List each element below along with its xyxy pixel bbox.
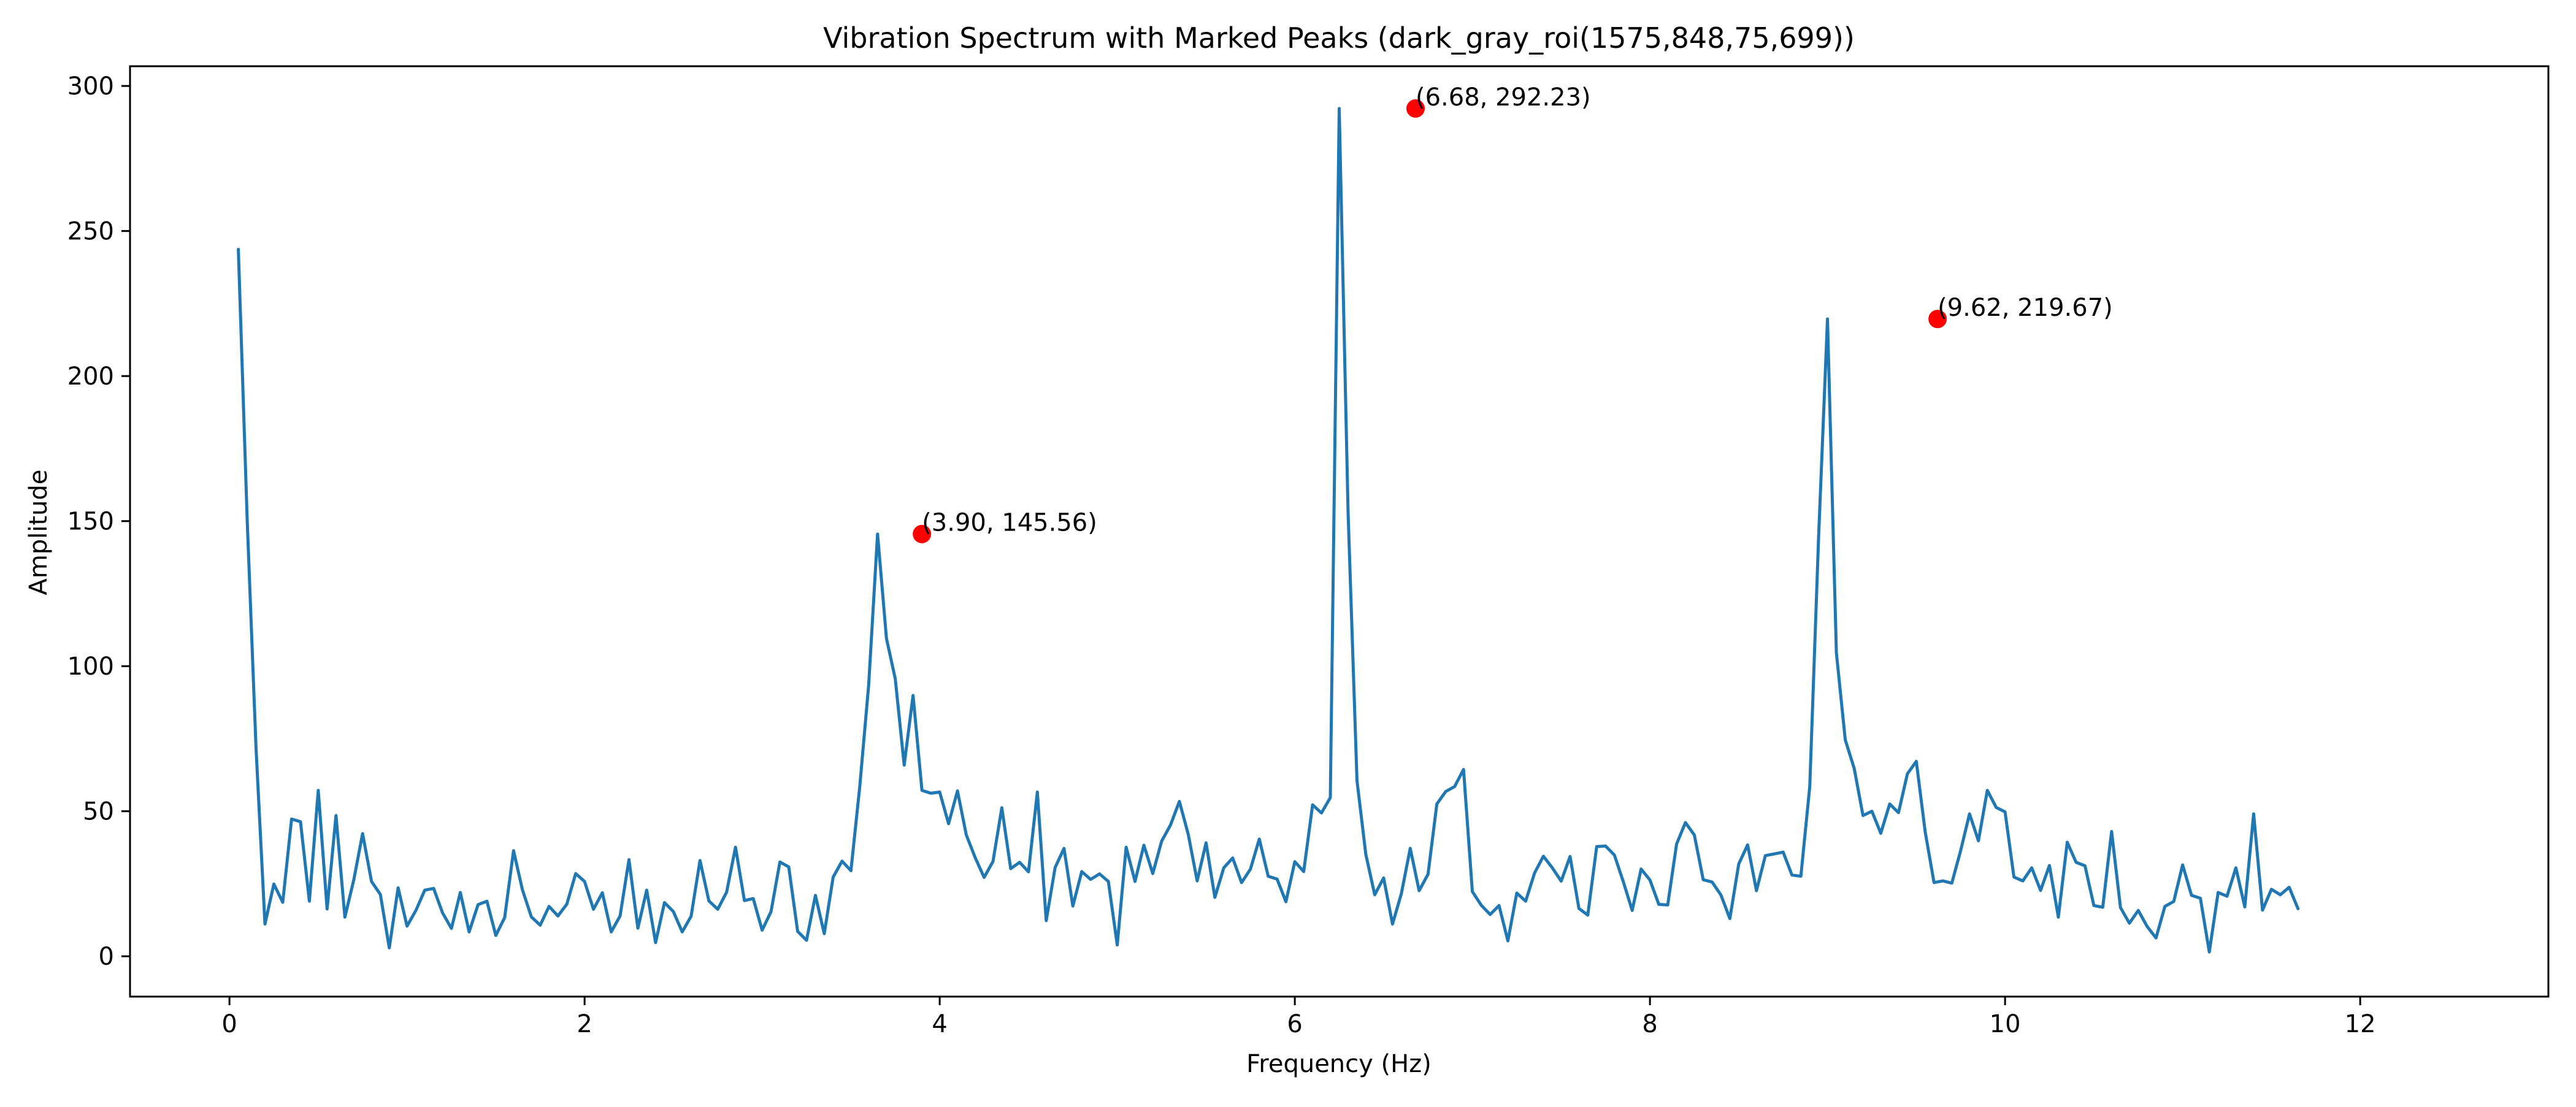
y-axis-label: Amplitude — [25, 470, 53, 596]
y-tick-label: 50 — [83, 798, 114, 826]
x-tick-label: 2 — [577, 1010, 592, 1038]
x-tick-label: 12 — [2345, 1010, 2376, 1038]
series-line — [237, 107, 2300, 954]
x-tick-label: 6 — [1287, 1010, 1302, 1038]
x-tick-label: 10 — [1990, 1010, 2021, 1038]
peak-marker — [1928, 310, 1947, 329]
chart-title: Vibration Spectrum with Marked Peaks (da… — [823, 21, 1855, 55]
y-tick-label: 100 — [67, 653, 114, 681]
y-tick-label: 150 — [67, 508, 114, 536]
peak-label: (9.62, 219.67) — [1938, 294, 2113, 322]
peak-label: (6.68, 292.23) — [1416, 83, 1591, 112]
x-axis-label: Frequency (Hz) — [1246, 1050, 1432, 1078]
x-tick-label: 4 — [932, 1010, 947, 1038]
peak-label: (3.90, 145.56) — [922, 509, 1097, 537]
y-tick-label: 300 — [67, 72, 114, 101]
peak-marker — [1406, 99, 1425, 118]
y-tick-label: 250 — [67, 218, 114, 246]
plot-area: 0 2 4 6 8 10 12 0 50 100 150 200 250 300 (3.90, 145.56… — [67, 65, 2550, 1038]
x-tick-label: 8 — [1642, 1010, 1657, 1038]
plot-frame — [129, 65, 2550, 998]
y-tick-label: 0 — [99, 943, 114, 971]
peak-marker — [913, 524, 932, 543]
x-tick-label: 0 — [221, 1010, 237, 1038]
y-tick-label: 200 — [67, 362, 114, 391]
